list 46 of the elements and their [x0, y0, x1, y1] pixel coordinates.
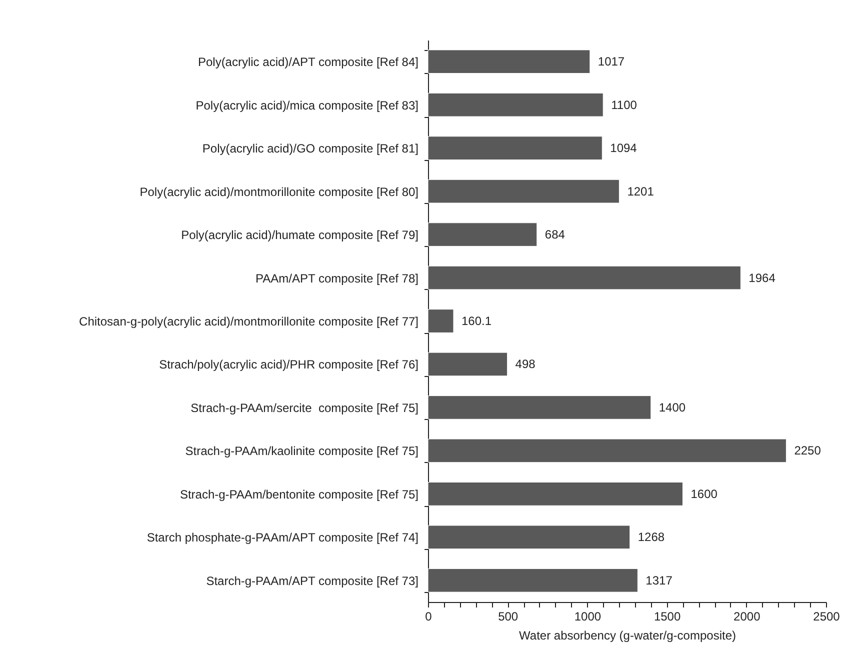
x-tick-label: 2000: [734, 610, 761, 624]
data-label: 160.1: [461, 314, 492, 328]
x-tick-label: 500: [498, 610, 518, 624]
data-label: 1317: [646, 573, 673, 588]
bar: [428, 438, 786, 463]
x-tick-label: 1500: [654, 610, 681, 624]
y-tick-label: PAAm/APT composite [Ref 78]: [256, 271, 418, 286]
y-tick-label: Poly(acrylic acid)/GO composite [Ref 81]: [202, 142, 418, 156]
bar: [428, 482, 683, 506]
bar: [428, 92, 604, 117]
y-tick-label: Strach-g-PAAm/kaolinite composite [Ref 75]: [185, 444, 418, 458]
x-tick-label: 2500: [813, 610, 840, 624]
data-label: 2250: [794, 444, 822, 458]
data-label: 1400: [658, 400, 686, 414]
data-label: 1017: [598, 54, 625, 69]
data-label: 1268: [638, 530, 665, 544]
x-axis-title: Water absorbency (g-water/g-composite): [519, 628, 736, 642]
bar: [428, 396, 652, 420]
data-label: 1201: [627, 184, 654, 198]
y-tick-label: Poly(acrylic acid)/APT composite [Ref 84]: [198, 55, 418, 70]
y-tick-label: Strach/poly(acrylic acid)/PHR composite [Ref 76]: [159, 358, 418, 372]
data-label: 498: [515, 357, 536, 372]
y-tick-label: Chitosan-g-poly(acrylic acid)/montmorillonite composite [Ref 77]: [79, 314, 418, 328]
y-tick-label: Poly(acrylic acid)/mica composite [Ref 83]: [196, 98, 418, 112]
data-label: 1094: [610, 141, 638, 156]
data-label: 1100: [611, 98, 638, 112]
bar: [428, 222, 538, 246]
y-tick-label: Starch phosphate-g-PAAm/APT composite [Ref 74]: [146, 530, 418, 545]
bar: [428, 179, 620, 204]
bar: [428, 525, 630, 550]
bar: [428, 136, 602, 160]
bar: [428, 50, 590, 74]
bar: [428, 309, 454, 333]
y-tick-label: Strach-g-PAAm/bentonite composite [Ref 75]: [180, 487, 418, 502]
x-tick-label: 1000: [574, 610, 602, 624]
y-tick-label: Starch-g-PAAm/APT composite [Ref 73]: [206, 574, 418, 588]
bar: [428, 352, 508, 376]
data-label: 1964: [748, 270, 776, 285]
data-label: 1600: [690, 486, 718, 501]
x-tick-label: 0: [425, 610, 432, 624]
bar: [428, 266, 741, 290]
y-tick-label: Poly(acrylic acid)/montmorillonite composite [Ref 80]: [140, 184, 418, 199]
bar: [428, 568, 638, 592]
y-tick-label: Strach-g-PAAm/sercite composite [Ref 75]: [190, 400, 418, 415]
data-label: 684: [544, 228, 566, 242]
y-tick-label: Poly(acrylic acid)/humate composite [Ref 79]: [181, 228, 418, 242]
